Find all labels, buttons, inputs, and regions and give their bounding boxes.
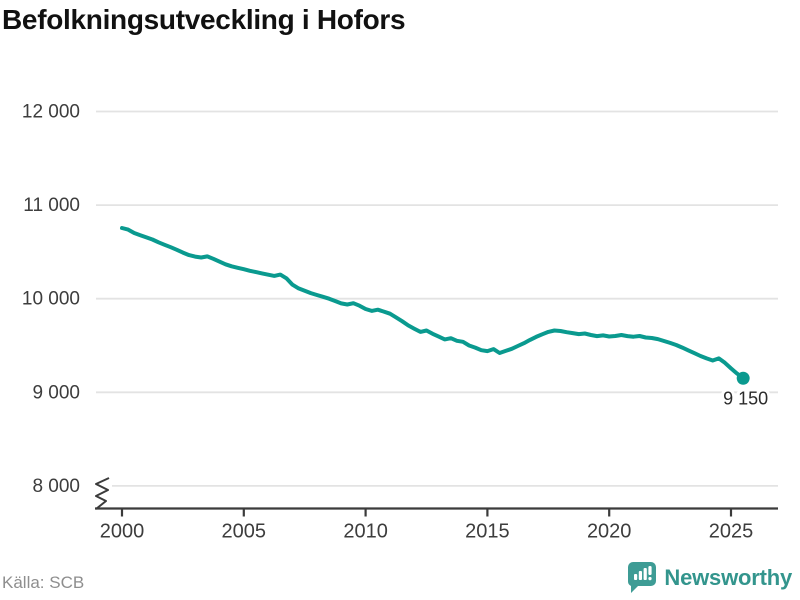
axis-break-icon — [95, 477, 110, 510]
newsworthy-icon — [628, 562, 657, 593]
x-tick-label: 2025 — [709, 521, 754, 543]
y-tick-label: 11 000 — [23, 195, 80, 216]
newsworthy-wordmark: Newsworthy — [664, 565, 792, 590]
y-tick-label: 12 000 — [22, 102, 80, 123]
source-caption: Källa: SCB — [2, 573, 85, 592]
data-line — [120, 226, 746, 381]
y-tick-label: 8 000 — [32, 476, 80, 497]
newsworthy-logo[interactable]: Newsworthy — [627, 561, 792, 595]
x-tick-label: 2005 — [222, 521, 267, 543]
chart-title: Befolkningsutveckling i Hofors — [2, 4, 406, 35]
x-tick-label: 2020 — [587, 521, 632, 543]
data-point-marker — [736, 371, 750, 385]
y-tick-label: 9 000 — [32, 382, 80, 403]
x-tick-label: 2015 — [465, 521, 510, 543]
x-tick-label: 2010 — [343, 521, 388, 543]
x-tick-label: 2000 — [100, 521, 145, 543]
y-tick-label: 10 000 — [22, 289, 80, 310]
end-value-label: 9 150 — [723, 388, 768, 408]
